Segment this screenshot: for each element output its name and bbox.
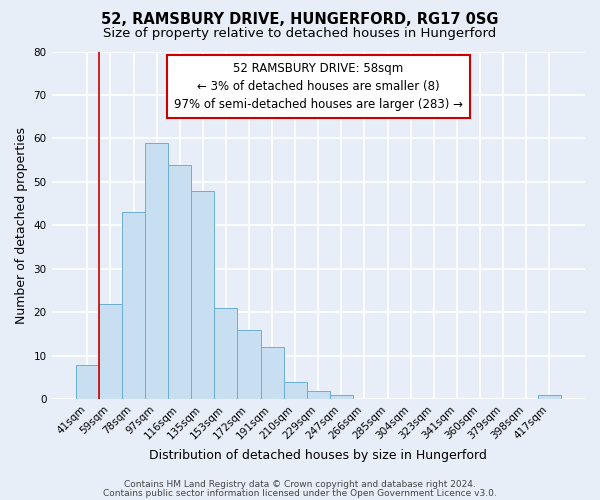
Bar: [76, 364, 99, 400]
Text: 52, RAMSBURY DRIVE, HUNGERFORD, RG17 0SG: 52, RAMSBURY DRIVE, HUNGERFORD, RG17 0SG: [101, 12, 499, 28]
Bar: [260, 348, 284, 400]
Bar: [238, 330, 260, 400]
Text: Size of property relative to detached houses in Hungerford: Size of property relative to detached ho…: [103, 28, 497, 40]
Bar: [330, 395, 353, 400]
Text: Contains public sector information licensed under the Open Government Licence v3: Contains public sector information licen…: [103, 488, 497, 498]
Bar: [307, 390, 330, 400]
Bar: [168, 164, 191, 400]
Bar: [122, 212, 145, 400]
Bar: [191, 190, 214, 400]
Text: Contains HM Land Registry data © Crown copyright and database right 2024.: Contains HM Land Registry data © Crown c…: [124, 480, 476, 489]
Y-axis label: Number of detached properties: Number of detached properties: [15, 127, 28, 324]
Bar: [214, 308, 238, 400]
Bar: [284, 382, 307, 400]
X-axis label: Distribution of detached houses by size in Hungerford: Distribution of detached houses by size …: [149, 450, 487, 462]
Bar: [145, 143, 168, 400]
Bar: [99, 304, 122, 400]
Bar: [538, 395, 561, 400]
Text: 52 RAMSBURY DRIVE: 58sqm
← 3% of detached houses are smaller (8)
97% of semi-det: 52 RAMSBURY DRIVE: 58sqm ← 3% of detache…: [174, 62, 463, 111]
